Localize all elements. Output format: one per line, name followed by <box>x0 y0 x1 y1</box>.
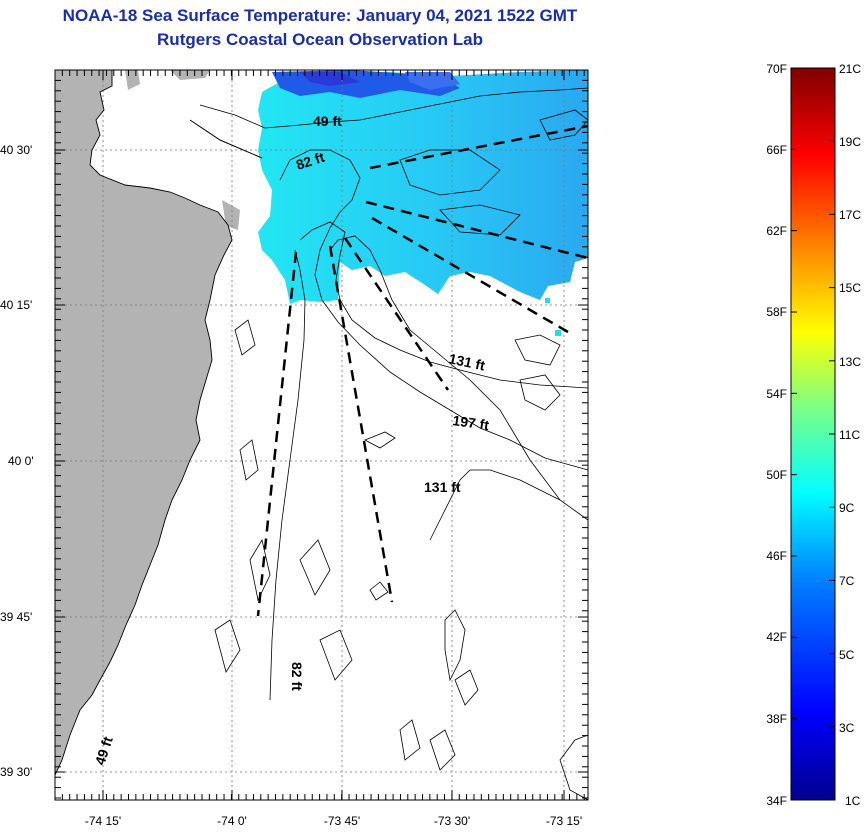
depth-label-131ft-east: 131 ft <box>447 350 486 373</box>
colorbar-f-label: 62F <box>766 224 787 238</box>
sst-data-patch <box>258 70 588 336</box>
land-new-jersey <box>55 70 240 775</box>
colorbar-c-label: 7C <box>839 574 855 588</box>
lat-label-40-15: 40 15' <box>0 298 32 312</box>
colorbar-c-label: 13C <box>839 355 861 369</box>
colorbar-f-label: 54F <box>766 387 787 401</box>
depth-label-197ft: 197 ft <box>452 412 491 433</box>
lon-label-74-0: -74 0' <box>217 814 247 828</box>
colorbar-f-label: 66F <box>766 143 787 157</box>
colorbar-f-label: 38F <box>766 712 787 726</box>
lat-label-39-45: 39 45' <box>0 610 32 624</box>
depth-label-131ft-south: 131 ft <box>424 479 461 495</box>
colorbar-f-label: 34F <box>766 794 787 808</box>
coastline <box>55 70 233 776</box>
colorbar-c-label: 11C <box>839 428 860 442</box>
colorbar-f-label: 50F <box>766 468 787 482</box>
temperature-colorbar: 70F 66F 62F 58F 54F 50F 46F 42F 38F 34F … <box>766 62 861 808</box>
lat-label-40-0: 40 0' <box>8 454 34 468</box>
lat-label-39-30: 39 30' <box>0 765 32 779</box>
colorbar-c-label: 17C <box>839 208 861 222</box>
lon-label-73-45: -73 45' <box>324 814 360 828</box>
colorbar-f-label: 46F <box>766 549 787 563</box>
colorbar-c-label: 9C <box>839 501 855 515</box>
shipping-channel <box>189 119 263 159</box>
colorbar-c-label: 1C <box>845 794 861 808</box>
colorbar-f-label: 58F <box>766 305 787 319</box>
lon-label-73-15: -73 15' <box>546 814 582 828</box>
colorbar-ticks <box>791 67 835 801</box>
colorbar-f-label: 70F <box>766 62 787 76</box>
colorbar-c-label: 21C <box>839 62 861 76</box>
transect-lines <box>256 124 588 617</box>
colorbar-c-label: 19C <box>839 135 861 149</box>
depth-label-49ft-north: 49 ft <box>313 113 342 129</box>
depth-label-82ft-south: 82 ft <box>289 662 305 691</box>
map-ticks <box>54 69 588 800</box>
colorbar-c-label: 3C <box>839 721 855 735</box>
colorbar-gradient-bar <box>790 67 836 801</box>
lon-label-74-15: -74 15' <box>85 814 121 828</box>
colorbar-f-label: 42F <box>766 630 787 644</box>
lon-label-73-30: -73 30' <box>434 814 470 828</box>
colorbar-c-label: 15C <box>839 281 861 295</box>
map-subtitle: Rutgers Coastal Ocean Observation Lab <box>157 30 483 49</box>
bathymetry-contours <box>199 87 588 800</box>
map-title: NOAA-18 Sea Surface Temperature: January… <box>62 6 578 25</box>
map-border <box>54 69 589 801</box>
colorbar-c-label: 5C <box>839 648 855 662</box>
map-area: 49 ft 82 ft 131 ft 197 ft 131 ft 82 ft 4… <box>55 70 588 800</box>
lat-label-40-30: 40 30' <box>0 143 32 157</box>
